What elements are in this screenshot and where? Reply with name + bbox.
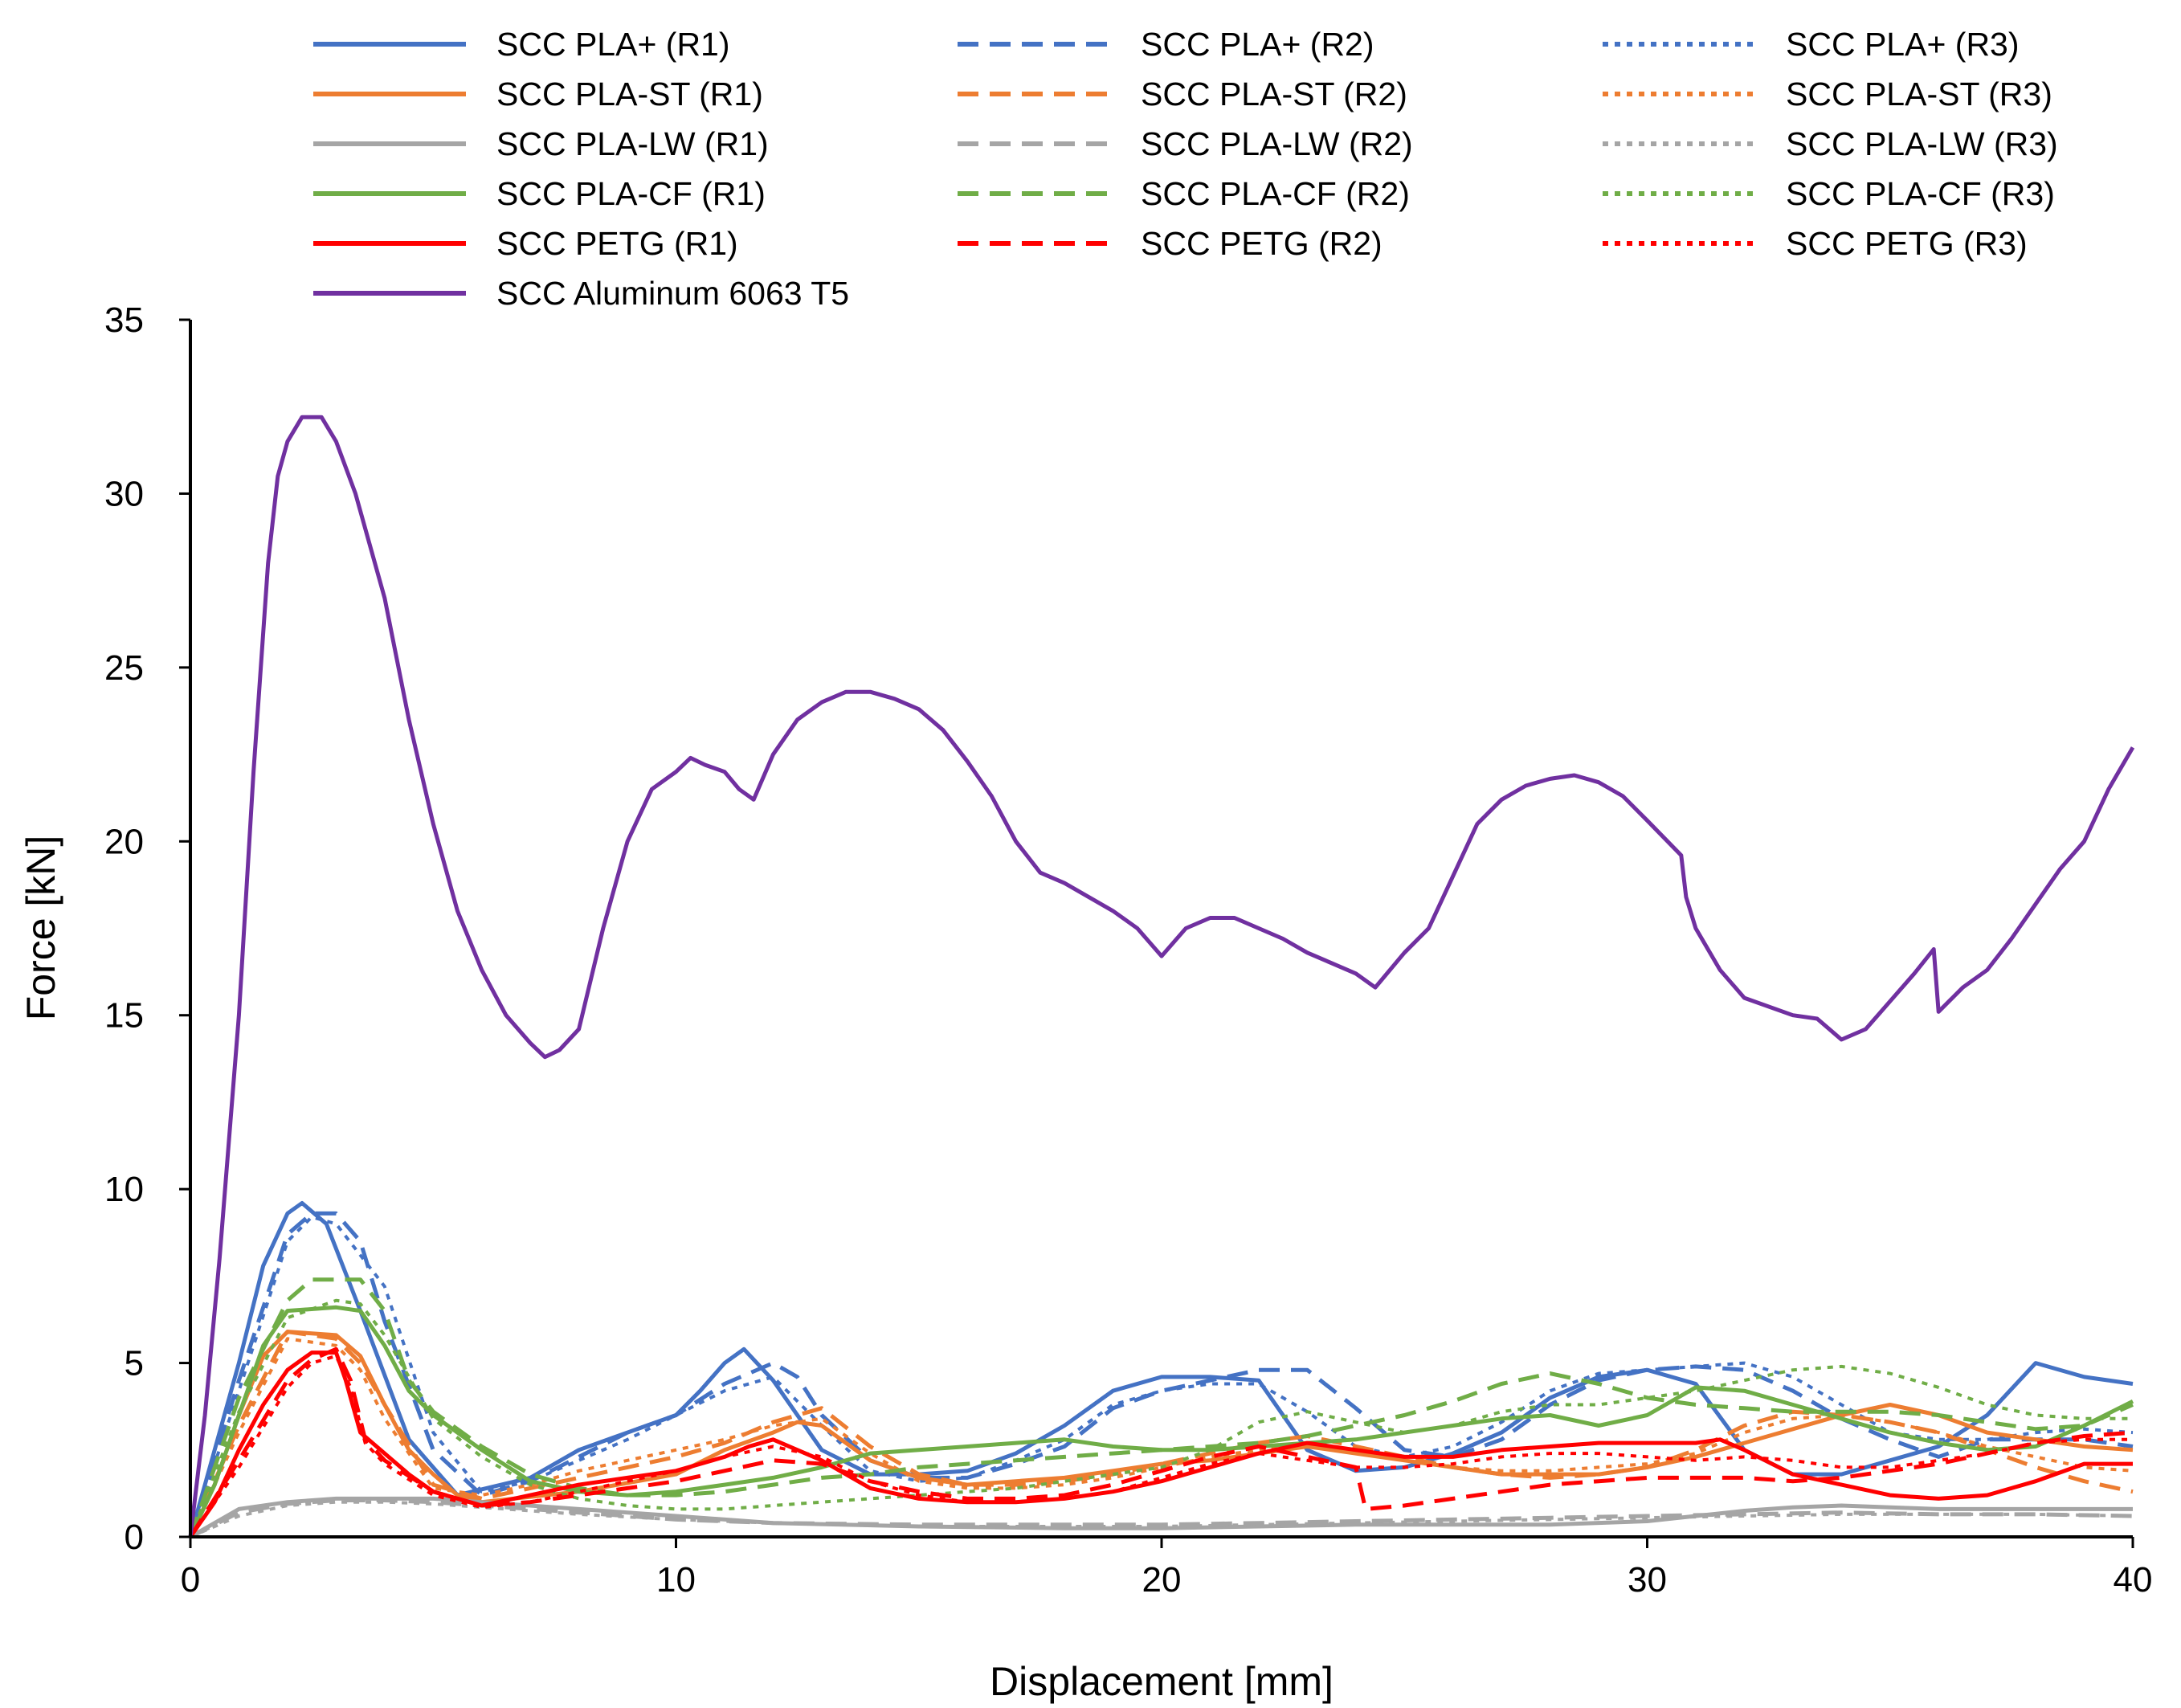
series-line-8 <box>189 1498 2134 1539</box>
legend-item: SCC PLA-LW (R1) <box>313 125 769 162</box>
legend-label: SCC Aluminum 6063 T5 <box>496 275 849 312</box>
legend-label: SCC PLA-CF (R1) <box>496 175 766 212</box>
legend-label: SCC PLA-LW (R2) <box>1141 125 1413 162</box>
legend-label: SCC PLA-CF (R3) <box>1786 175 2055 212</box>
series-line-15 <box>189 1354 2133 1538</box>
legend-item: SCC PETG (R3) <box>1603 225 2028 262</box>
x-tick-label: 0 <box>181 1560 200 1600</box>
legend-label: SCC PLA-LW (R3) <box>1786 125 2058 162</box>
x-tick-label: 40 <box>2114 1560 2153 1600</box>
series-line-1 <box>188 1201 2134 1538</box>
legend-item: SCC PLA-ST (R3) <box>1603 76 2052 112</box>
series-line-10 <box>188 1305 2134 1538</box>
legend-item: SCC PLA-CF (R3) <box>1603 175 2055 212</box>
plot-area <box>188 415 2135 1539</box>
legend-label: SCC PLA-ST (R1) <box>496 76 763 112</box>
axes <box>189 320 2133 1538</box>
series-line-2 <box>188 1211 2134 1538</box>
series-line-12 <box>189 1298 2133 1538</box>
legend-item: SCC PETG (R1) <box>313 225 738 262</box>
x-tick-label: 20 <box>1142 1560 1182 1600</box>
legend-label: SCC PLA-ST (R2) <box>1141 76 1407 112</box>
y-tick-label: 20 <box>104 822 144 861</box>
legend-label: SCC PLA-ST (R3) <box>1786 76 2052 112</box>
legend-item: SCC PLA-CF (R1) <box>313 175 766 212</box>
y-axis-title: Force [kN] <box>18 836 63 1021</box>
legend-item: SCC PLA+ (R3) <box>1603 26 2020 63</box>
legend-label: SCC PLA+ (R2) <box>1141 26 1374 63</box>
legend-label: SCC PLA+ (R3) <box>1786 26 2020 63</box>
series-line-14 <box>188 1346 2134 1538</box>
y-tick-label: 5 <box>125 1344 144 1383</box>
legend-label: SCC PETG (R3) <box>1786 225 2028 262</box>
y-tick-label: 35 <box>104 300 144 340</box>
y-tick-label: 15 <box>104 996 144 1036</box>
y-axis-ticks: 0 5 10 15 20 25 30 35 <box>104 300 190 1557</box>
legend-item: SCC Aluminum 6063 T5 <box>313 275 849 312</box>
series-line-9 <box>190 1500 2134 1538</box>
x-axis-title: Displacement [mm] <box>990 1659 1334 1704</box>
legend-label: SCC PETG (R2) <box>1141 225 1383 262</box>
legend-item: SCC PLA-LW (R3) <box>1603 125 2058 162</box>
series-line-7 <box>189 1496 2133 1539</box>
legend-item: SCC PETG (R2) <box>958 225 1383 262</box>
series-line-5 <box>188 1330 2134 1538</box>
legend-item: SCC PLA-CF (R2) <box>958 175 1410 212</box>
legend: SCC PLA+ (R1) SCC PLA+ (R2) SCC PLA+ (R3) S… <box>313 26 2058 312</box>
legend-label: SCC PLA-LW (R1) <box>496 125 769 162</box>
y-tick-label: 30 <box>104 474 144 513</box>
legend-item: SCC PLA-ST (R2) <box>958 76 1407 112</box>
x-axis-ticks: 0 10 20 30 40 <box>181 1537 2153 1600</box>
y-tick-label: 0 <box>125 1518 144 1557</box>
legend-item: SCC PLA+ (R2) <box>958 26 1374 63</box>
series-line-4 <box>188 1330 2134 1538</box>
x-tick-label: 30 <box>1628 1560 1667 1600</box>
y-tick-label: 25 <box>104 648 144 688</box>
legend-label: SCC PETG (R1) <box>496 225 738 262</box>
legend-item: SCC PLA-ST (R1) <box>313 76 763 112</box>
legend-item: SCC PLA-LW (R2) <box>958 125 1413 162</box>
legend-label: SCC PLA+ (R1) <box>496 26 730 63</box>
legend-item: SCC PLA+ (R1) <box>313 26 730 63</box>
legend-label: SCC PLA-CF (R2) <box>1141 175 1410 212</box>
series-line-6 <box>189 1337 2134 1538</box>
series-line-3 <box>189 1215 2134 1538</box>
series-line-16 <box>188 415 2135 1538</box>
y-tick-label: 10 <box>104 1170 144 1209</box>
x-tick-label: 10 <box>656 1560 696 1600</box>
